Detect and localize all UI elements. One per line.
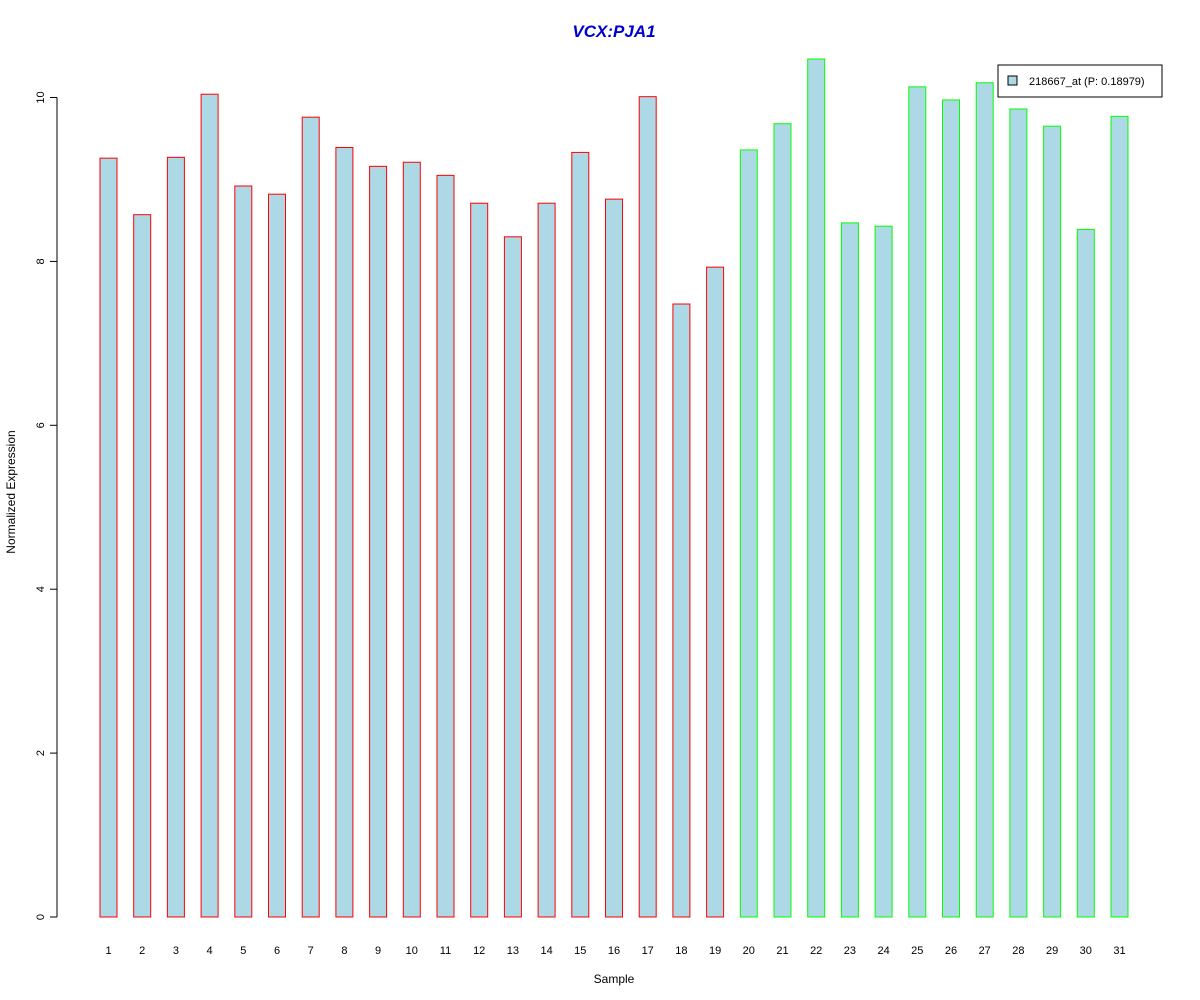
x-tick-label: 4 xyxy=(207,945,213,957)
bar-sample-21 xyxy=(773,123,792,918)
bar-sample-18 xyxy=(672,303,691,918)
bar-sample-20 xyxy=(739,149,758,918)
bar-sample-12 xyxy=(470,202,489,918)
bar-sample-24 xyxy=(874,225,893,918)
y-tick-label: 2 xyxy=(35,750,47,756)
legend: 218667_at (P: 0.18979) xyxy=(997,64,1163,98)
y-tick-label: 10 xyxy=(35,91,47,103)
bars xyxy=(99,58,1129,918)
x-tick-label: 2 xyxy=(139,945,145,957)
bar-sample-8 xyxy=(335,146,354,918)
bar-sample-16 xyxy=(605,198,623,918)
x-tick-label: 25 xyxy=(911,945,923,957)
y-tick-label: 6 xyxy=(35,422,47,428)
x-tick-label: 30 xyxy=(1080,945,1092,957)
bar-sample-2 xyxy=(133,214,152,918)
x-tick-label: 28 xyxy=(1012,945,1024,957)
x-tick-label: 29 xyxy=(1046,945,1058,957)
bar-sample-22 xyxy=(807,58,826,918)
x-tick-label: 15 xyxy=(574,945,586,957)
y-tick-label: 8 xyxy=(35,258,47,264)
x-tick-label: 11 xyxy=(440,945,451,957)
bar-sample-6 xyxy=(268,193,286,918)
bar-sample-27 xyxy=(975,82,994,918)
x-tick-label: 12 xyxy=(473,945,485,957)
bar-sample-11 xyxy=(436,174,455,918)
bar-sample-13 xyxy=(503,236,522,918)
bar-sample-15 xyxy=(571,151,590,918)
x-tick-label: 21 xyxy=(776,945,788,957)
x-tick-label: 17 xyxy=(642,945,654,957)
x-tick-label: 3 xyxy=(173,945,179,957)
x-tick-label: 18 xyxy=(675,945,687,957)
y-axis: 0 2 4 6 8 10 xyxy=(35,91,58,920)
x-tick-label: 6 xyxy=(274,945,280,957)
x-tick-label: 23 xyxy=(844,945,856,957)
bar-sample-25 xyxy=(908,86,927,918)
bar-sample-26 xyxy=(942,99,960,918)
bar-sample-28 xyxy=(1009,108,1028,918)
x-tick-label: 10 xyxy=(406,945,418,957)
x-tick-label: 13 xyxy=(507,945,519,957)
bar-sample-9 xyxy=(369,165,388,918)
bar-sample-1 xyxy=(99,157,118,918)
bar-sample-3 xyxy=(166,156,185,918)
x-tick-label: 8 xyxy=(341,945,347,957)
legend-box xyxy=(997,64,1163,98)
x-tick-label: 26 xyxy=(945,945,957,957)
x-tick-label: 14 xyxy=(540,945,552,957)
x-tick-label: 16 xyxy=(608,945,620,957)
x-tick-label: 27 xyxy=(979,945,991,957)
bar-sample-19 xyxy=(706,266,725,918)
x-tick-label: 22 xyxy=(810,945,822,957)
bar-sample-31 xyxy=(1110,115,1129,918)
bar-sample-10 xyxy=(402,161,421,918)
y-axis-label: Normalized Expression xyxy=(4,430,18,553)
bar-sample-4 xyxy=(200,93,219,918)
x-tick-label: 20 xyxy=(743,945,755,957)
bar-sample-29 xyxy=(1043,125,1062,918)
x-tick-label: 31 xyxy=(1113,945,1125,957)
bar-sample-23 xyxy=(840,222,859,918)
x-tick-label: 9 xyxy=(375,945,381,957)
y-tick-label: 4 xyxy=(35,586,47,592)
bar-sample-7 xyxy=(301,116,320,918)
legend-label: 218667_at (P: 0.18979) xyxy=(1029,76,1145,88)
chart-title: VCX:PJA1 xyxy=(572,22,655,41)
bar-sample-14 xyxy=(537,202,556,918)
x-tick-label: 1 xyxy=(105,945,111,957)
x-tick-label: 7 xyxy=(308,945,314,957)
bar-sample-30 xyxy=(1076,228,1095,918)
x-tick-label: 5 xyxy=(240,945,246,957)
x-tick-label: 24 xyxy=(877,945,889,957)
x-axis: 1 2 3 4 5 6 7 8 9 10 11 12 13 14 15 16 17 18 19 20 21 22 23 24 2… xyxy=(105,945,1125,957)
legend-swatch xyxy=(1007,75,1018,86)
bar-sample-17 xyxy=(638,96,657,918)
x-tick-label: 19 xyxy=(709,945,721,957)
y-tick-label: 0 xyxy=(35,914,47,920)
bar-sample-5 xyxy=(234,185,253,918)
x-axis-label: Sample xyxy=(594,972,635,986)
